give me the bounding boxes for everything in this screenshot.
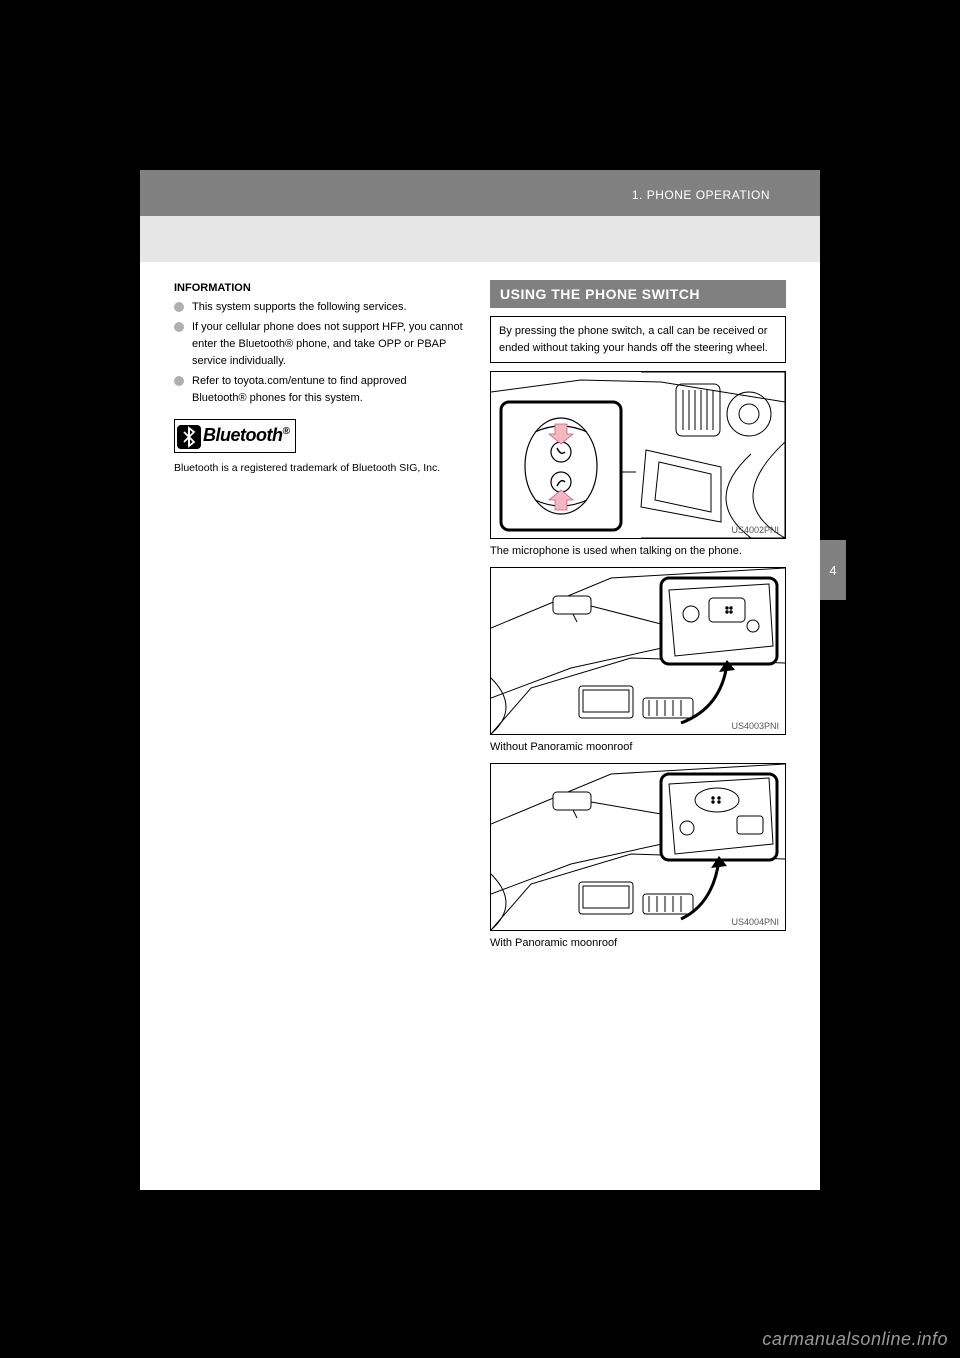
figure-mic-with-moonroof: US4004PNI — [490, 763, 786, 931]
info-bullet-text: Refer to toyota.com/entune to find appro… — [192, 373, 464, 407]
right-column: USING THE PHONE SWITCH By pressing the p… — [490, 280, 786, 959]
figure-code: US4004PNI — [731, 917, 779, 927]
information-block: INFORMATION This system supports the fol… — [174, 280, 464, 476]
bullet-icon — [174, 376, 184, 386]
figure-steering-switch: US4002PNI — [490, 371, 786, 539]
section-tab: 4 — [820, 540, 846, 600]
left-column: INFORMATION This system supports the fol… — [174, 280, 464, 476]
manual-page: 143 1. PHONE OPERATION 4 INFORMATION Thi… — [140, 170, 820, 1190]
header-breadcrumb: 1. PHONE OPERATION — [140, 170, 820, 216]
figure-caption: The microphone is used when talking on t… — [490, 545, 786, 557]
watermark: carmanualsonline.info — [762, 1329, 948, 1350]
bluetooth-icon — [177, 425, 201, 449]
info-bullet-text: This system supports the following servi… — [192, 299, 407, 316]
info-bullet-row: Refer to toyota.com/entune to find appro… — [174, 373, 464, 407]
figure-caption: With Panoramic moonroof — [490, 937, 786, 949]
figure-mic-no-moonroof: US4003PNI — [490, 567, 786, 735]
section-title: USING THE PHONE SWITCH — [490, 280, 786, 308]
header-subbar — [140, 216, 820, 262]
bluetooth-logo: Bluetooth® — [174, 419, 464, 453]
info-bullet-text: If your cellular phone does not support … — [192, 319, 464, 370]
figure-code: US4003PNI — [731, 721, 779, 731]
figure-caption: Without Panoramic moonroof — [490, 741, 786, 753]
trademark-note: Bluetooth is a registered trademark of B… — [174, 461, 464, 476]
instruction-box: By pressing the phone switch, a call can… — [490, 316, 786, 363]
bullet-icon — [174, 302, 184, 312]
info-bullet-row: This system supports the following servi… — [174, 299, 464, 316]
figure-code: US4002PNI — [731, 525, 779, 535]
info-bullet-row: If your cellular phone does not support … — [174, 319, 464, 370]
bullet-icon — [174, 322, 184, 332]
section-tab-number: 4 — [829, 563, 836, 578]
information-heading: INFORMATION — [174, 280, 464, 297]
